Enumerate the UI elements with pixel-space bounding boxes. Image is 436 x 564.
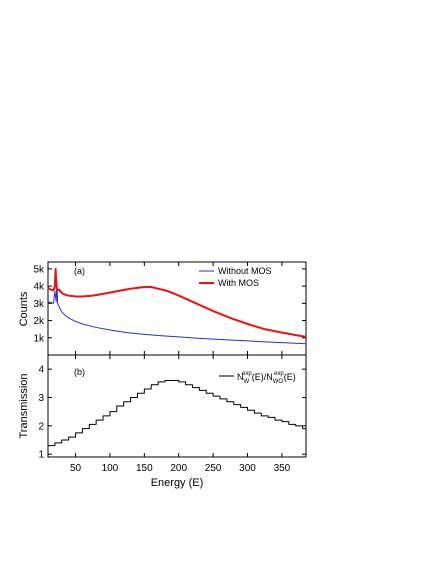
y-tick-label-a-0: 1k <box>33 333 45 344</box>
y-tick-label-a-2: 3k <box>33 299 45 310</box>
panel-a-tag: (a) <box>74 266 85 276</box>
legend-b: NWexp(E)/NWOexp(E) <box>219 371 296 385</box>
series-layer <box>47 267 307 447</box>
y-tick-label-b-2: 3 <box>38 393 44 404</box>
x-tick-label-2: 150 <box>136 463 153 474</box>
panel-b-tag: (b) <box>74 367 85 377</box>
x-tick-label-0: 50 <box>70 463 82 474</box>
y-tick-label-b-0: 1 <box>38 450 44 461</box>
y-tick-label-a-1: 2k <box>33 316 45 327</box>
x-tick-label-4: 250 <box>205 463 222 474</box>
y-tick-label-b-1: 2 <box>38 421 44 432</box>
series-line-a-0 <box>47 281 307 345</box>
y-axis-title-a: Counts <box>18 291 30 326</box>
legend-label-with-mos: With MOS <box>218 278 259 288</box>
legend-a: Without MOS With MOS <box>199 266 272 288</box>
y-axis-title-b: Transmission <box>18 374 30 439</box>
x-axis-title: Energy (E) <box>151 477 204 489</box>
series-line-a-1 <box>47 267 307 338</box>
x-tick-label-5: 300 <box>239 463 256 474</box>
ticks-layer: 1k 2k 3k 4k 5k 1 2 3 4 50 100 150 200 250 300 350 <box>33 262 306 474</box>
y-tick-label-a-3: 4k <box>33 282 45 293</box>
legend-label-transmission: NWexp(E)/NWOexp(E) <box>237 371 296 385</box>
panel-b-frame <box>47 354 307 458</box>
x-tick-label-3: 200 <box>170 463 187 474</box>
series-line-b-0 <box>48 380 307 447</box>
x-tick-label-1: 100 <box>102 463 119 474</box>
x-tick-label-6: 350 <box>274 463 291 474</box>
y-tick-label-b-3: 4 <box>38 365 44 376</box>
legend-label-without-mos: Without MOS <box>218 266 272 276</box>
y-tick-label-a-4: 5k <box>33 264 45 275</box>
